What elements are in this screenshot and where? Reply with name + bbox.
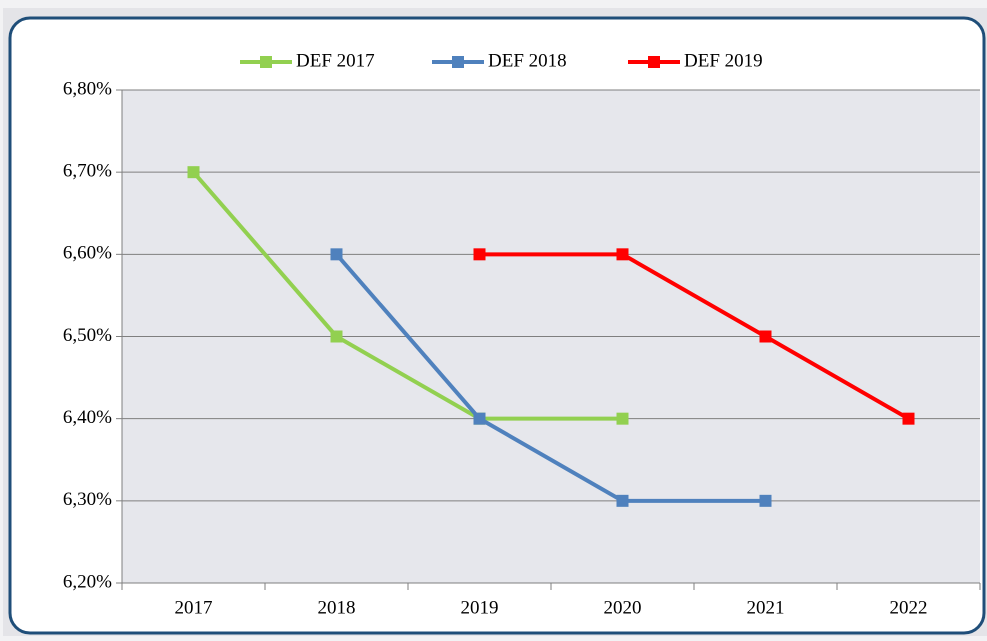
series-line [479,252,910,421]
legend-marker [260,56,272,68]
x-tick-label: 2018 [318,597,356,618]
marker [473,248,486,261]
y-tick-label: 6,60% [63,243,112,264]
x-tick-label: 2020 [604,597,642,618]
y-tick-label: 6,40% [63,407,112,428]
y-tick-label: 6,70% [63,161,112,182]
y-tick-label: 6,30% [63,489,112,510]
series-line [191,170,623,421]
marker [473,412,486,425]
x-tick-label: 2022 [890,597,928,618]
marker [330,330,343,343]
x-tick-label: 2019 [461,597,499,618]
marker [616,412,629,425]
marker [616,494,629,507]
marker [330,248,343,261]
y-tick-label: 6,50% [63,325,112,346]
x-tick-label: 2017 [175,597,213,618]
marker [616,248,629,261]
marker [902,412,915,425]
marker [759,494,772,507]
legend-label: DEF 2019 [684,50,763,71]
marker [187,166,200,179]
legend-label: DEF 2018 [488,50,567,71]
legend-marker [452,56,464,68]
x-tick-label: 2021 [747,597,785,618]
legend-label: DEF 2017 [296,50,375,71]
series-line [334,253,766,503]
marker [759,330,772,343]
y-tick-label: 6,20% [63,571,112,592]
y-tick-label: 6,80% [63,78,112,99]
legend-marker [648,56,660,68]
